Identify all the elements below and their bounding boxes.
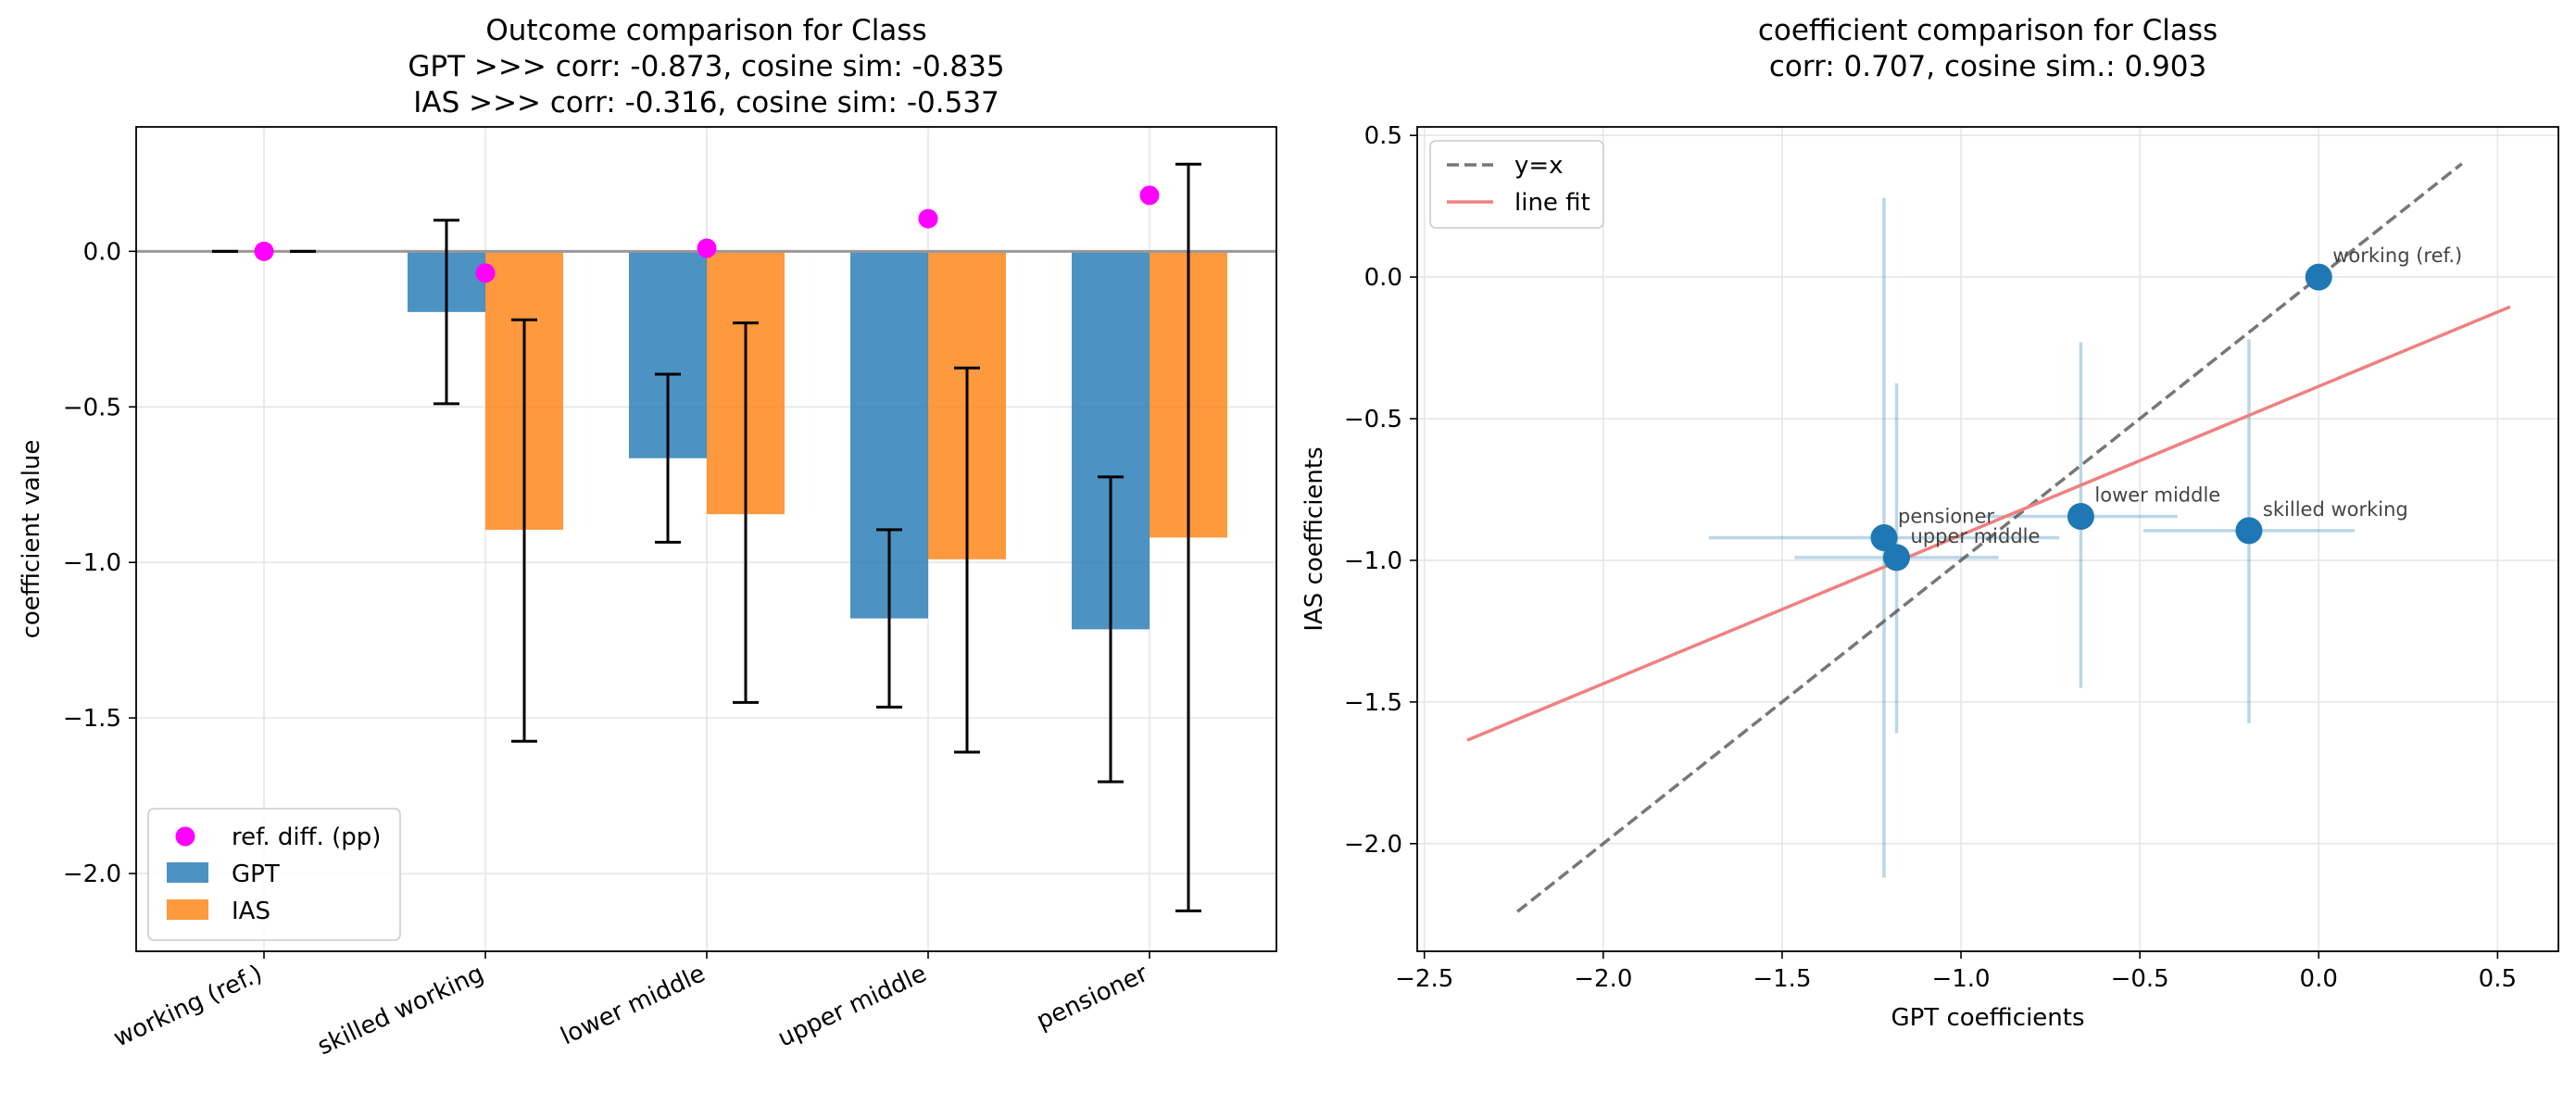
y-tick-label: 0.0 <box>83 238 121 266</box>
ref-diff-point <box>697 238 717 258</box>
legend: ref. diff. (pp) GPT IAS <box>147 808 401 941</box>
data-point <box>2305 263 2332 291</box>
y-axis-label: coefficient value <box>18 440 45 639</box>
y-tick-label: −1.0 <box>63 549 121 577</box>
x-tick-label: −1.0 <box>1931 965 1990 993</box>
y-tick-label: −2.0 <box>63 861 121 888</box>
data-point <box>2067 503 2094 531</box>
chart-title-line: GPT >>> corr: -0.873, cosine sim: -0.835 <box>408 50 1004 83</box>
chart-title-line: coefficient comparison for Class <box>1758 14 2218 47</box>
data-point <box>1870 523 1898 551</box>
y-tick-label: −0.5 <box>63 394 121 421</box>
point-label: upper middle <box>1911 525 2041 547</box>
y-tick-label: −1.5 <box>1344 689 1402 717</box>
x-tick-label: 0.5 <box>2479 965 2517 993</box>
y-tick-label: −2.0 <box>1344 831 1402 859</box>
legend-label: ref. diff. (pp) <box>232 823 381 851</box>
y-tick-label: −1.0 <box>1344 547 1402 575</box>
legend-marker-ref-diff <box>175 826 195 847</box>
bar-chart-panel: 0.0 −0.5 −1.0 −1.5 −2.0 working (ref.) skilled… <box>18 14 1277 1061</box>
legend-label: line fit <box>1514 189 1590 217</box>
ref-diff-point <box>1139 185 1160 206</box>
y-axis-label: IAS coefficients <box>1301 446 1328 631</box>
ref-diff-point <box>918 208 938 229</box>
legend-label: IAS <box>232 898 270 925</box>
legend-label: GPT <box>232 861 280 888</box>
legend-box <box>1429 140 1604 229</box>
point-label: pensioner <box>1898 505 1994 527</box>
ref-diff-point <box>475 263 496 283</box>
legend-label: y=x <box>1514 152 1564 180</box>
fit-line <box>1466 305 2511 742</box>
x-tick-label: pensioner <box>1033 960 1153 1036</box>
x-tick-label: −0.5 <box>2111 965 2169 993</box>
legend-box <box>147 808 401 941</box>
y-tick-label: 0.0 <box>1364 264 1402 292</box>
x-tick-label: −1.5 <box>1753 965 1811 993</box>
chart-title-line: Outcome comparison for Class <box>485 14 926 47</box>
y-tick-label: −1.5 <box>63 705 121 733</box>
legend-swatch-ias <box>167 899 208 920</box>
x-tick-label: −2.0 <box>1574 965 1632 993</box>
y-tick-label: −0.5 <box>1344 406 1402 433</box>
identity-line <box>1516 162 2463 913</box>
chart-title-line: corr: 0.707, cosine sim.: 0.903 <box>1769 50 2206 83</box>
point-label: skilled working <box>2263 498 2408 521</box>
ref-diff-point <box>254 241 274 261</box>
x-tick-label: −2.5 <box>1395 965 1453 993</box>
point-label: working (ref.) <box>2332 245 2462 267</box>
x-tick-label: lower middle <box>557 960 710 1050</box>
x-axis-label: GPT coefficients <box>1891 1004 2084 1032</box>
plot-frame <box>1416 126 2559 952</box>
chart-title-line: IAS >>> corr: -0.316, cosine sim: -0.537 <box>413 86 999 119</box>
scatter-chart-panel: working (ref.) skilled working lower middl… <box>1301 14 2559 1032</box>
x-tick-label: skilled working <box>313 960 488 1061</box>
x-tick-label: 0.0 <box>2300 965 2338 993</box>
legend: y=x line fit <box>1429 140 1604 229</box>
x-tick-label: working (ref.) <box>109 960 267 1052</box>
data-point <box>2235 517 2263 545</box>
data-point <box>1883 544 1911 572</box>
point-label: lower middle <box>2094 484 2220 507</box>
x-tick-label: upper middle <box>773 960 931 1052</box>
legend-swatch-gpt <box>167 862 208 883</box>
y-tick-label: 0.5 <box>1364 122 1402 150</box>
